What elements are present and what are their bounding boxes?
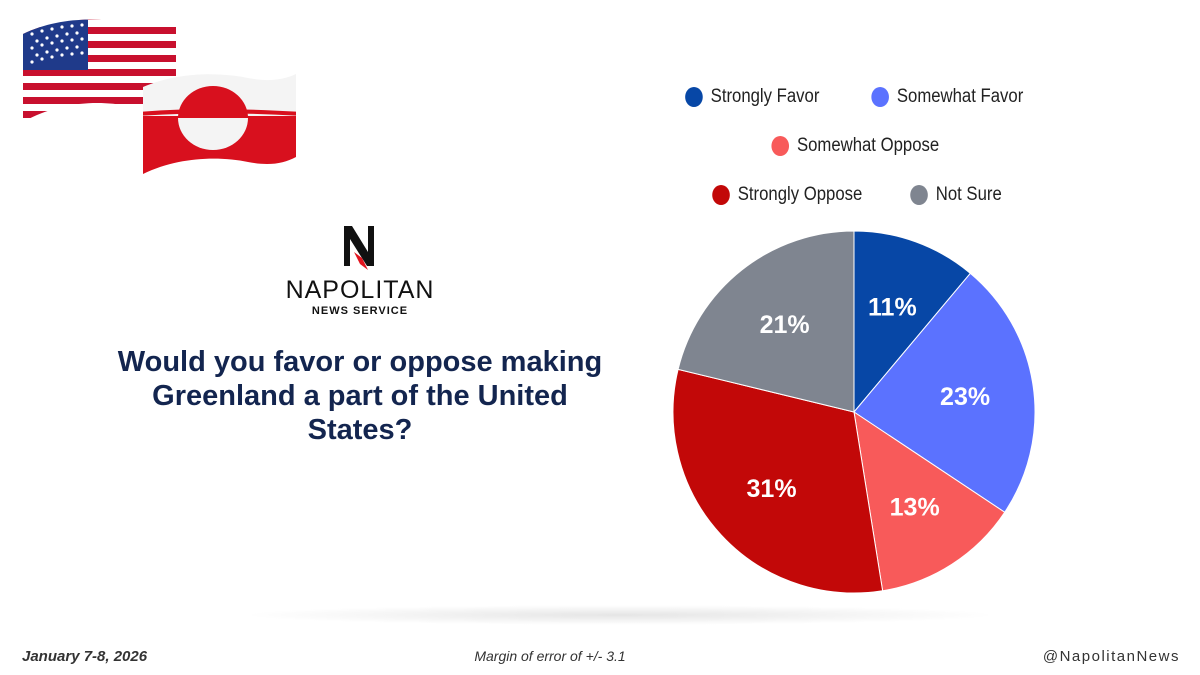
- pie-slice-strongly-favor: [853, 230, 972, 414]
- margin-of-error: Margin of error of +/- 3.1: [474, 648, 626, 664]
- legend-swatch: [711, 184, 730, 205]
- legend-item: Not Sure: [910, 183, 1003, 206]
- pie-slice-strongly-oppose: [672, 368, 884, 594]
- social-handle: @NapolitanNews: [1042, 648, 1180, 665]
- napolitan-logo: NAPOLITAN NEWS SERVICE: [280, 222, 440, 318]
- legend-label: Somewhat Favor: [896, 85, 1024, 107]
- logo-name: NAPOLITAN: [285, 276, 435, 304]
- legend-swatch: [771, 135, 789, 156]
- legend-label: Strongly Oppose: [737, 183, 863, 205]
- legend-item: Strongly Favor: [685, 85, 820, 108]
- pie-chart: 11% 23% 13% 31% 21%: [672, 230, 1036, 594]
- legend-item: Strongly Oppose: [711, 183, 863, 206]
- pie-data-label: 31%: [747, 475, 797, 503]
- legend-row: Somewhat Oppose: [660, 121, 1050, 170]
- legend-row: Strongly Oppose Not Sure: [660, 170, 1050, 219]
- poll-date: January 7-8, 2026: [22, 648, 148, 665]
- pie-data-label: 11%: [868, 294, 917, 322]
- greenland-flag: [143, 74, 296, 174]
- legend-label: Not Sure: [936, 183, 1003, 205]
- legend-item: Somewhat Favor: [871, 86, 1023, 108]
- pie-data-label: 21%: [760, 311, 810, 339]
- legend-swatch: [871, 86, 889, 107]
- legend-row: Strongly Favor Somewhat Favor: [660, 72, 1050, 121]
- pie-slice-somewhat-favor: [853, 272, 1036, 513]
- chart-legend: Strongly Favor Somewhat Favor Somewhat Opp…: [660, 72, 1050, 219]
- napolitan-n-icon: [344, 226, 374, 270]
- legend-swatch: [910, 184, 929, 205]
- logo-subtitle: NEWS SERVICE: [311, 305, 409, 317]
- us-greenland-flags: [23, 19, 296, 174]
- legend-label: Somewhat Oppose: [796, 134, 939, 156]
- chart-shadow: [240, 605, 1000, 625]
- pie-data-label: 13%: [890, 493, 940, 521]
- pie-data-label: 23%: [940, 383, 990, 411]
- legend-item: Somewhat Oppose: [771, 135, 939, 157]
- poll-question: Would you favor or oppose making Greenla…: [117, 346, 603, 446]
- legend-label: Strongly Favor: [711, 85, 820, 107]
- pie-slice-not-sure: [677, 230, 855, 413]
- pie-slice-somewhat-oppose: [853, 410, 1006, 592]
- legend-swatch: [685, 86, 704, 107]
